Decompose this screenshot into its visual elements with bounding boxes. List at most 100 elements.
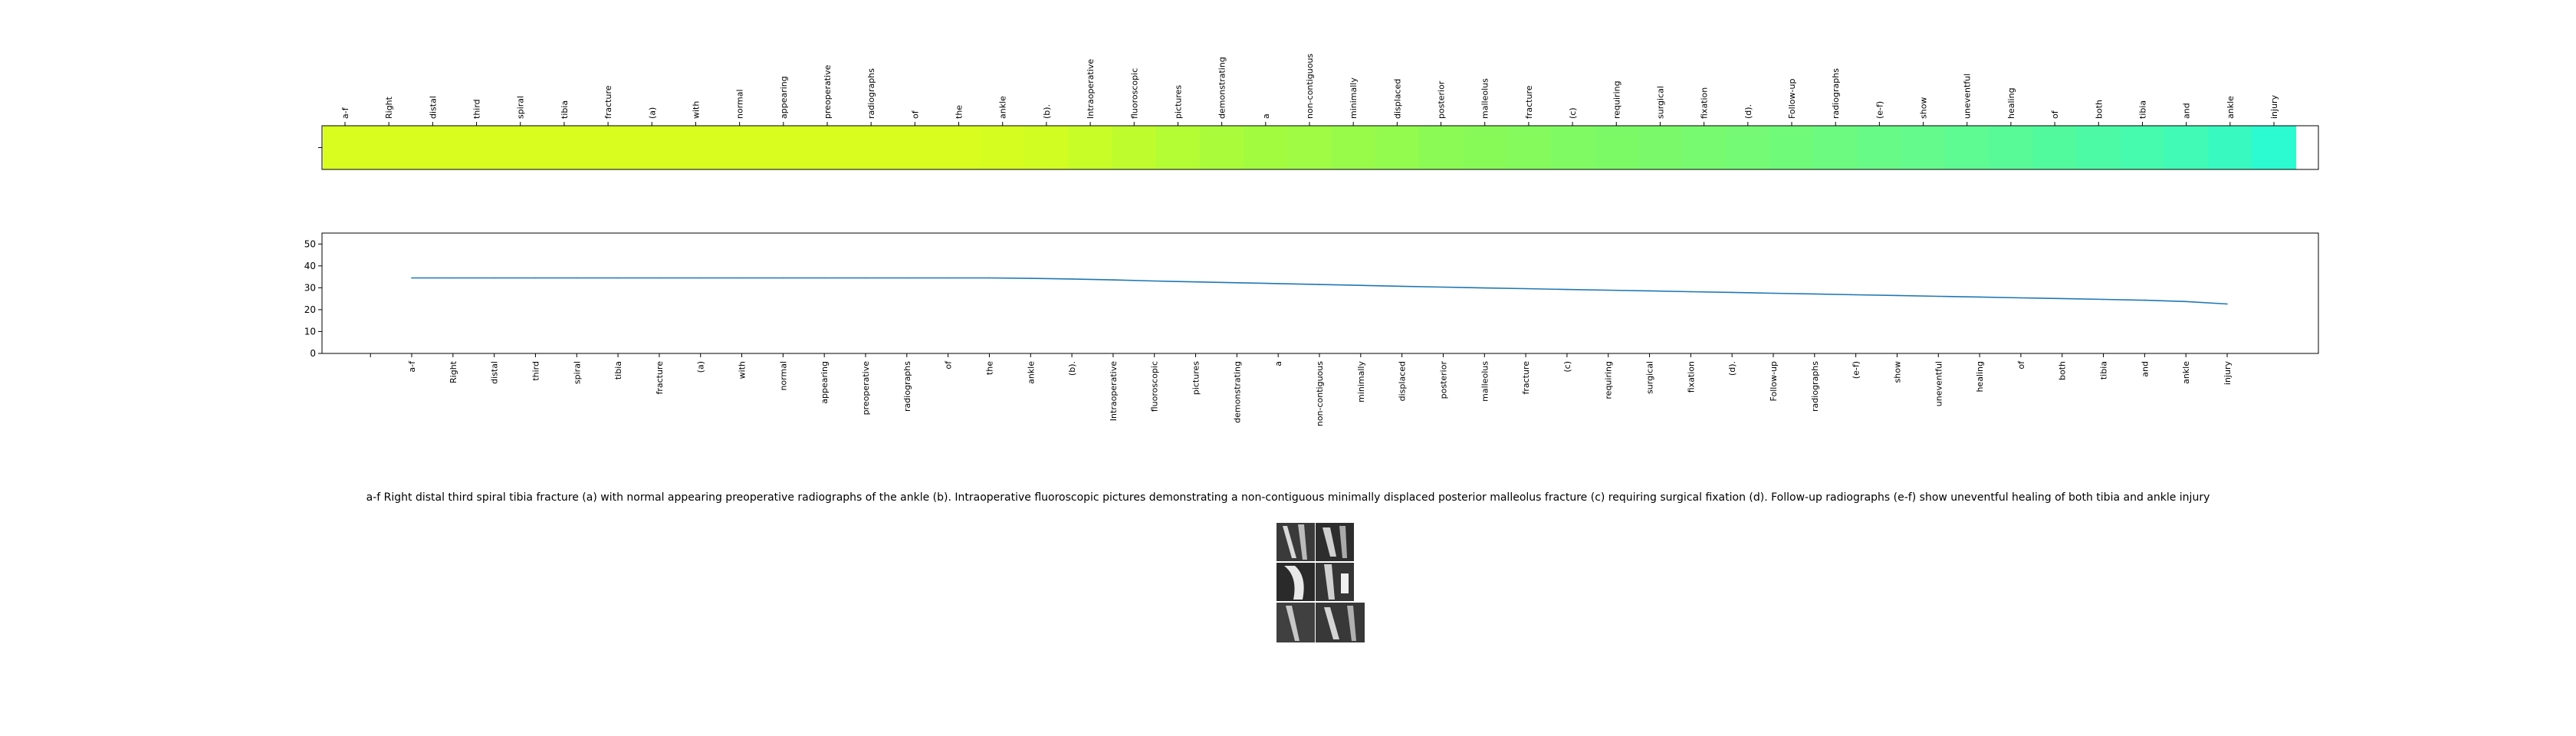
line-point [617,277,619,279]
line-y-tick-label: 40 [304,261,316,271]
line-x-tick-label: (c) [1562,361,1572,373]
heatmap-cell [629,126,675,169]
line-point [1319,284,1320,285]
line-point [2185,301,2187,303]
line-x-tick-label: minimally [1356,361,1366,402]
heatmap-tick-label: (e-f) [1875,101,1884,119]
line-point [1896,294,1898,297]
radiograph-thumbnail [1276,523,1365,644]
line-point [659,277,660,279]
line-x-tick-label: of [944,360,954,370]
line-y-tick-label: 0 [310,348,316,359]
line-x-tick-label: Right [449,360,458,383]
line-x-tick-label: the [985,361,995,375]
heatmap-tick-label: and [2182,103,2192,119]
line-point [1855,294,1857,296]
line-x-tick-label: a [1273,361,1283,366]
heatmap-cell [1331,126,1376,169]
heatmap-cell [892,126,938,169]
line-x-tick-label: distal [490,361,500,384]
line-point [576,277,578,279]
heatmap-tick-label: Intraoperative [1086,59,1096,119]
line-x-tick-label: demonstrating [1232,361,1242,423]
heatmap-tick-label: uneventful [1963,74,1973,119]
line-point [1690,291,1692,293]
line-point [865,277,866,279]
heatmap-tick-label: (d). [1743,104,1753,119]
heatmap-tick-label: third [472,99,482,119]
heatmap-cell [718,126,762,169]
line-x-tick-label: radiographs [902,361,912,412]
heatmap-tick-label: (a) [647,107,657,119]
line-x-tick-label: (b). [1067,361,1077,376]
heatmap-cell [1418,126,1464,169]
line-point [1071,278,1073,280]
heatmap-tick-label: (c) [1568,107,1578,119]
line-point [493,277,495,279]
heatmap-cell [673,126,718,169]
line-x-tick-label: ankle [2181,361,2191,384]
line-point [1112,279,1114,281]
line-point [1937,295,1940,297]
line-point [699,277,702,279]
line-x-tick-label: normal [778,361,788,391]
heatmap-tick-label: injury [2269,94,2279,119]
line-x-tick-label: appearing [820,361,830,404]
line-point [988,277,991,279]
line-x-tick-label: pictures [1191,361,1201,395]
heatmap-tick-label: posterior [1437,80,1447,119]
line-point [411,277,412,279]
line-x-tick-label: displaced [1398,361,1408,401]
heatmap-tick-label: with [692,101,702,119]
heatmap-tick-label: tibia [2138,100,2148,119]
heatmap-cell [1550,126,1595,169]
line-series [412,277,2228,305]
line-point [947,277,949,279]
heatmap-tick-label: surgical [1656,86,1666,119]
heatmap-cell [498,126,543,169]
line-point [906,277,908,279]
line-point [1525,288,1526,290]
line-x-tick-label: spiral [572,361,582,384]
heatmap-cell [2164,126,2209,169]
heatmap-tick-label: pictures [1174,85,1184,119]
heatmap-cell [1112,126,1157,169]
heatmap-tick-label: preoperative [823,64,833,119]
heatmap-cell [1638,126,1683,169]
heatmap-tick-label: minimally [1349,77,1359,119]
heatmap-cell [1024,126,1070,169]
line-x-tick-label: uneventful [1934,361,1944,406]
line-x-tick-label: tibia [613,361,623,380]
line-x-tick-label: malleolus [1480,361,1490,402]
line-point [782,277,784,279]
line-x-tick-label: radiographs [1810,361,1820,412]
line-point [1194,281,1197,283]
line-x-tick-label: tibia [2099,361,2109,380]
line-point [1484,287,1486,289]
heatmap-cell [1726,126,1771,169]
line-point [1030,278,1032,279]
figure-caption: a-f Right distal third spiral tibia frac… [366,491,2210,504]
heatmap-tick-label: spiral [516,96,526,119]
heatmap-cell [323,126,368,169]
line-x-tick-label: requiring [1604,361,1614,399]
line-point [534,277,537,279]
line-x-tick-label: surgical [1645,361,1655,394]
heatmap-tick-label: fracture [1524,85,1534,119]
heatmap-cell [454,126,499,169]
heatmap-tick-label: fracture [603,85,613,119]
line-x-tick-label: injury [2223,361,2233,386]
line-point [2144,299,2146,301]
heatmap-tick-label: ankle [998,96,1008,119]
line-x-tick-label: and [2140,361,2150,377]
heatmap-cell [1901,126,1946,169]
line-frame [321,232,2319,354]
heatmap-tick-label: of [910,110,920,119]
line-x-tick-label: both [2058,361,2068,380]
heatmap-cell [1769,126,1815,169]
line-point [2226,303,2228,305]
heatmap-cell [1945,126,1990,169]
line-point [1607,289,1609,291]
heatmap-cell [1463,126,1507,169]
heatmap-tick-label: a-f [340,107,350,119]
